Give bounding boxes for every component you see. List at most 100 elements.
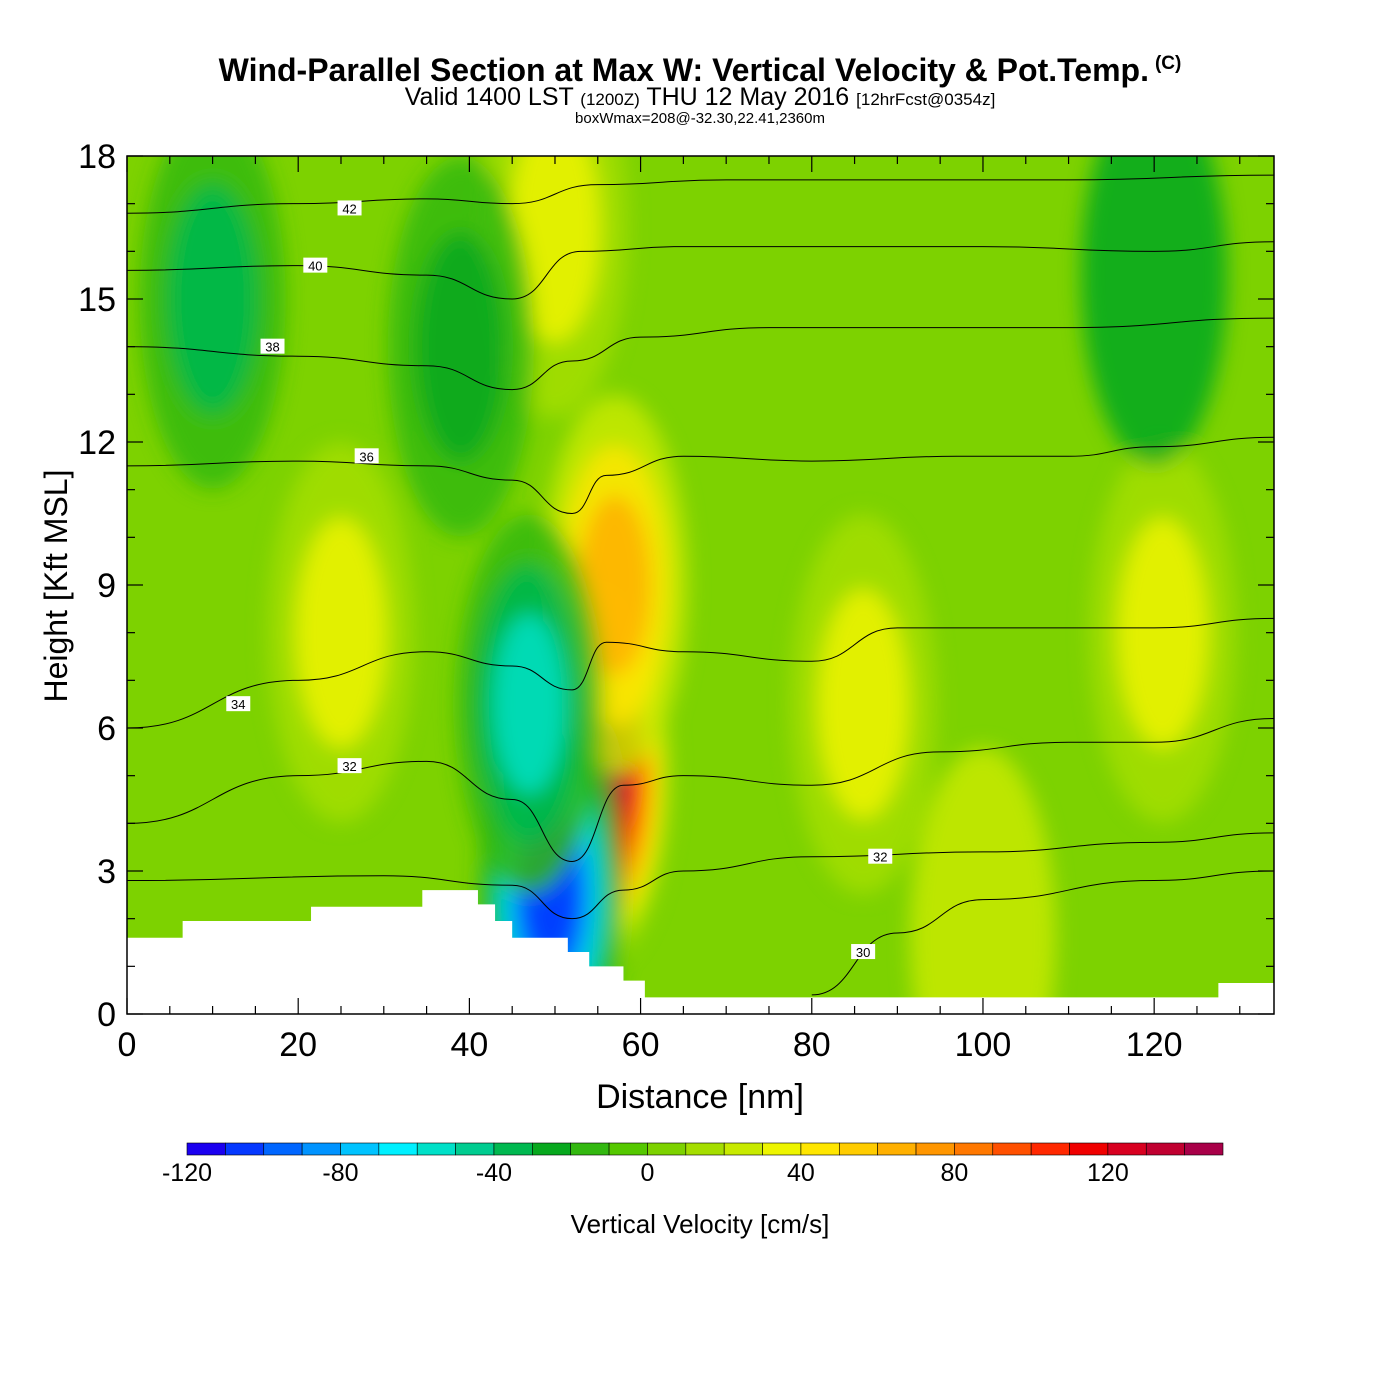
velocity-blob-7-1 [817,589,909,820]
colorbar-swatch-23 [1069,1142,1109,1156]
x-tick-label-60: 60 [622,1026,660,1064]
isentrope-36-4 [127,436,1274,515]
isentrope-40-6 [127,241,1274,300]
colorbar-swatch-18 [877,1142,917,1156]
colorbar-swatch-3 [301,1142,341,1156]
colorbar-swatch-13 [685,1142,725,1156]
y-tick-label-3: 3 [97,853,116,891]
colorbar-swatch-25 [1145,1142,1185,1156]
contour-label-box-5 [260,338,285,354]
contour-label-box-2 [337,758,362,774]
colorbar-swatch-21 [992,1142,1032,1156]
colorbar-swatch-14 [723,1142,763,1156]
contour-label-box-7 [337,200,362,216]
colorbar [186,1142,1224,1156]
colorbar-tick-label-5: 80 [941,1159,969,1187]
colorbar-swatch-6 [416,1142,456,1156]
colorbar-swatch-17 [838,1142,878,1156]
colorbar-swatch-16 [800,1142,840,1156]
colorbar-tick-label-1: -80 [322,1159,358,1187]
contour-label-4: 36 [359,449,373,464]
forecast-info: [12hrFcst@0354z] [856,90,996,109]
colorbar-swatch-2 [263,1142,303,1156]
terrain-mask [127,890,1274,1014]
colorbar-swatch-26 [1184,1142,1224,1156]
velocity-blob-2-1 [509,156,601,343]
colorbar-tick-labels: -120 -80 -40 0 40 80 120 [162,1159,1129,1187]
colorbar-swatch-15 [762,1142,802,1156]
velocity-blob-10-1 [167,184,259,414]
x-tick-label-0: 0 [118,1026,137,1064]
isentrope-42-7 [127,174,1274,214]
colorbar-swatch-7 [455,1142,495,1156]
y-tick-label-6: 6 [97,710,116,748]
x-tick-label-100: 100 [955,1026,1012,1064]
colorbar-tick-label-3: 0 [640,1159,654,1187]
colorbar-tick-label-6: 120 [1087,1159,1129,1187]
contour-label-5: 38 [265,340,279,355]
y-tick-labels: 0 3 6 9 12 15 18 [78,138,116,1034]
contour-labels: 30 32 32 34 36 38 40 42 [226,200,893,960]
x-tick-label-80: 80 [793,1026,831,1064]
isentrope-34-3 [127,617,1274,729]
velocity-blob-9-0 [909,747,1056,1014]
chart-title: Wind-Parallel Section at Max W: Vertical… [0,52,1400,89]
colorbar-swatch-11 [608,1142,648,1156]
x-axis-label: Distance [nm] [596,1078,804,1116]
x-tick-labels: 0 20 40 60 80 100 120 [118,1026,1183,1064]
axis-ticks [126,155,1274,1015]
contour-label-box-1 [868,848,893,864]
contour-label-6: 40 [308,259,322,274]
valid-time: Valid 1400 LST [404,83,574,111]
colorbar-swatch-24 [1107,1142,1147,1156]
colorbar-swatch-8 [493,1142,533,1156]
box-wmax-info: boxWmax=208@-32.30,22.41,2360m [575,110,825,127]
chart-title-text: Wind-Parallel Section at Max W: Vertical… [218,52,1149,88]
terrain-shape [127,890,1274,1014]
y-tick-label-15: 15 [78,281,116,319]
x-tick-label-40: 40 [450,1026,488,1064]
velocity-blob-6-1 [295,517,387,748]
velocity-blob-5-1 [415,231,507,462]
colorbar-swatch-9 [532,1142,572,1156]
colorbar-swatch-22 [1030,1142,1070,1156]
field-blobs [139,156,1236,1014]
isentrope-32-1 [127,832,1274,920]
colorbar-swatch-1 [225,1142,265,1156]
contour-label-3: 34 [231,697,245,712]
contour-label-0: 30 [856,945,870,960]
y-axis-label: Height [Kft MSL] [38,469,74,703]
colorbar-label: Vertical Velocity [cm/s] [571,1209,830,1239]
colorbar-swatch-5 [378,1142,418,1156]
valid-utc: (1200Z) [580,90,640,109]
colorbar-tick-label-2: -40 [476,1159,512,1187]
colorbar-swatch-10 [570,1142,610,1156]
isentrope-38-5 [127,317,1274,391]
y-tick-label-18: 18 [78,138,116,176]
colorbar-swatch-19 [915,1142,955,1156]
x-tick-label-120: 120 [1126,1026,1183,1064]
contour-label-box-4 [354,448,379,464]
colorbar-swatch-20 [954,1142,994,1156]
contour-label-7: 42 [342,201,356,216]
x-tick-label-20: 20 [279,1026,317,1064]
velocity-blob-4-2 [492,614,566,795]
colorbar-swatch-0 [186,1142,226,1156]
contour-label-box-3 [226,696,251,712]
colorbar-tick-label-0: -120 [162,1159,212,1187]
y-tick-label-12: 12 [78,424,116,462]
chart-subtitle: Valid 1400 LST (1200Z) THU 12 May 2016 [… [0,84,1400,113]
colorbar-swatch-4 [340,1142,380,1156]
velocity-blob-8-1 [1117,517,1209,748]
contour-label-1: 32 [873,850,887,865]
colorbar-tick-label-4: 40 [787,1159,815,1187]
pot-temp-contours [127,174,1274,996]
copyright-mark: (C) [1154,53,1182,74]
valid-date: THU 12 May 2016 [646,83,850,111]
velocity-blob-1-2 [578,495,652,675]
velocity-blob-11-0 [1081,156,1228,466]
y-tick-label-0: 0 [97,996,116,1034]
contour-label-box-0 [851,944,876,960]
isentrope-32-2 [127,717,1274,862]
